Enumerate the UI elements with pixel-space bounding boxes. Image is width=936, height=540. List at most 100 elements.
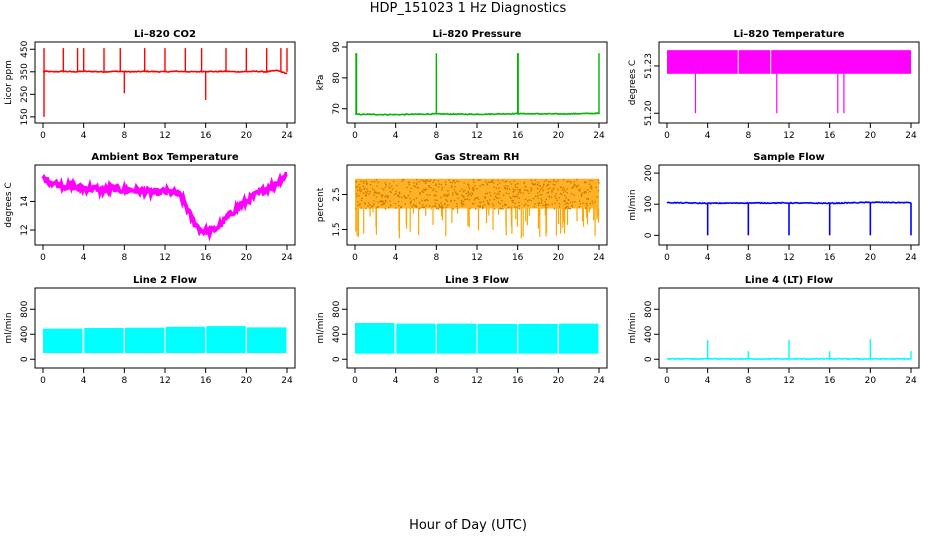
data-point bbox=[480, 201, 482, 204]
chart-panel-6: Sample Flow 0 4 8 12 16 20 24 0 100 200 ml/min bbox=[628, 152, 920, 263]
data-point bbox=[376, 185, 378, 187]
y-tick-label: 800 bbox=[644, 300, 654, 317]
data-point bbox=[355, 186, 357, 189]
data-point bbox=[444, 203, 446, 206]
data-point bbox=[504, 186, 506, 189]
data-point bbox=[564, 207, 567, 209]
data-point bbox=[383, 202, 386, 205]
data-point bbox=[458, 180, 460, 183]
data-point bbox=[494, 195, 497, 198]
data-point bbox=[391, 185, 393, 187]
data-point bbox=[471, 192, 473, 194]
y-tick-label: 0 bbox=[644, 232, 654, 238]
data-point bbox=[408, 183, 410, 186]
x-tick-label: 12 bbox=[783, 376, 794, 386]
data-point bbox=[364, 191, 367, 193]
data-point bbox=[544, 205, 546, 207]
flow-band-segment bbox=[84, 328, 124, 353]
x-tick-label: 0 bbox=[664, 253, 670, 263]
y-axis-label: Licor ppm bbox=[4, 60, 14, 105]
chart-panel-2: Li–820 Pressure 0 4 8 12 16 20 24 70 80 90 kPa bbox=[316, 29, 608, 141]
data-point bbox=[493, 192, 496, 194]
x-tick-label: 12 bbox=[471, 376, 482, 386]
data-point bbox=[556, 199, 558, 201]
data-point bbox=[572, 186, 574, 189]
data-point bbox=[413, 182, 415, 184]
x-tick-label: 20 bbox=[865, 253, 877, 263]
data-point bbox=[407, 181, 410, 184]
data-point bbox=[578, 206, 580, 208]
data-point bbox=[422, 191, 424, 193]
data-point bbox=[492, 182, 495, 184]
data-point bbox=[598, 182, 600, 184]
data-point bbox=[392, 180, 395, 183]
data-point bbox=[366, 188, 368, 190]
data-point bbox=[471, 187, 474, 189]
data-point bbox=[571, 206, 574, 208]
data-point bbox=[504, 203, 506, 206]
data-point bbox=[454, 182, 456, 184]
data-point bbox=[558, 197, 560, 199]
data-point bbox=[371, 206, 373, 208]
data-point bbox=[448, 179, 450, 181]
data-point bbox=[584, 181, 586, 183]
data-point bbox=[528, 192, 530, 194]
data-point bbox=[447, 204, 449, 206]
data-point bbox=[475, 197, 477, 199]
data-point bbox=[537, 197, 539, 199]
data-point bbox=[538, 184, 540, 186]
data-point bbox=[531, 183, 534, 185]
x-tick-label: 20 bbox=[865, 131, 877, 141]
x-tick-label: 0 bbox=[40, 253, 46, 263]
data-point bbox=[429, 194, 431, 196]
data-point bbox=[460, 199, 463, 202]
data-point bbox=[456, 205, 458, 208]
y-axis-label: ml/min bbox=[316, 312, 326, 343]
y-tick-label: 12 bbox=[20, 224, 30, 235]
data-point bbox=[362, 192, 365, 194]
data-point bbox=[545, 198, 547, 200]
flow-band-segment bbox=[477, 323, 518, 354]
data-point bbox=[389, 200, 391, 202]
x-tick-label: 8 bbox=[745, 131, 751, 141]
data-point bbox=[356, 185, 358, 188]
data-point bbox=[518, 207, 521, 210]
data-point bbox=[579, 190, 581, 192]
data-point bbox=[445, 184, 447, 186]
data-point bbox=[559, 192, 562, 195]
data-point bbox=[592, 202, 594, 205]
data-point bbox=[496, 183, 499, 186]
data-point bbox=[441, 204, 443, 207]
data-point bbox=[461, 201, 463, 203]
data-point bbox=[477, 179, 480, 181]
data-point bbox=[544, 200, 546, 203]
chart-title: Li–820 CO2 bbox=[134, 29, 196, 40]
value-band bbox=[355, 178, 599, 209]
data-point bbox=[495, 187, 498, 189]
data-point bbox=[484, 196, 486, 198]
data-point bbox=[395, 192, 397, 195]
data-point bbox=[389, 187, 391, 189]
data-point bbox=[479, 201, 481, 204]
data-point bbox=[387, 195, 389, 198]
data-point bbox=[539, 188, 542, 191]
chart-title: Sample Flow bbox=[753, 152, 825, 163]
data-point bbox=[393, 193, 396, 196]
data-point bbox=[432, 189, 434, 192]
data-point bbox=[457, 197, 459, 199]
data-point bbox=[390, 191, 392, 193]
data-point bbox=[494, 208, 496, 210]
data-point bbox=[360, 207, 363, 209]
data-point bbox=[447, 194, 449, 196]
data-point bbox=[563, 200, 565, 202]
data-point bbox=[576, 185, 578, 187]
data-point bbox=[537, 181, 540, 184]
data-point bbox=[382, 201, 385, 203]
chart-title: Ambient Box Temperature bbox=[91, 152, 238, 163]
data-point bbox=[372, 188, 374, 190]
data-point bbox=[457, 193, 459, 195]
data-point bbox=[566, 202, 568, 204]
y-tick-label: 800 bbox=[20, 300, 30, 317]
data-point bbox=[597, 189, 600, 192]
data-point bbox=[564, 190, 566, 192]
